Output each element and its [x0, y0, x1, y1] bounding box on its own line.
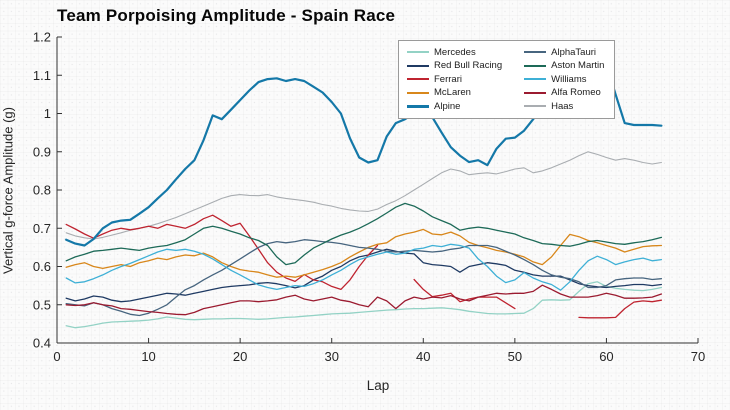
series-line-alfa-romeo — [65, 284, 663, 316]
x-tick-label: 50 — [508, 349, 522, 364]
x-axis-label: Lap — [366, 378, 390, 393]
legend-swatch-mclaren — [407, 91, 429, 94]
legend-item-mercedes: Mercedes — [407, 46, 502, 59]
legend-swatch-red-bull-racing — [407, 64, 429, 67]
legend-swatch-mercedes — [407, 51, 429, 54]
x-tick-label: 70 — [691, 349, 705, 364]
series-line-mclaren — [65, 228, 663, 278]
y-tick-label: 0.8 — [33, 183, 51, 198]
y-tick-label: 0.5 — [33, 297, 51, 312]
x-tick-label: 30 — [324, 349, 338, 364]
legend-swatch-alpine — [407, 105, 429, 108]
legend-item-alphatauri: AlphaTauri — [524, 46, 604, 59]
x-tick-label: 20 — [233, 349, 247, 364]
legend-label-ferrari: Ferrari — [434, 73, 462, 85]
legend-label-aston-martin: Aston Martin — [551, 60, 605, 71]
series-line-alphatauri — [65, 239, 663, 317]
y-tick-label: 0.4 — [33, 336, 51, 351]
y-tick-label: 0.7 — [33, 221, 51, 236]
legend-label-mclaren: McLaren — [434, 87, 471, 98]
y-tick-label: 1 — [44, 106, 51, 121]
legend-label-alphatauri: AlphaTauri — [551, 46, 597, 58]
series-line-haas — [65, 151, 662, 240]
series-layer — [65, 58, 663, 329]
y-tick-label: 1.1 — [33, 68, 51, 83]
series-line-williams — [65, 243, 663, 291]
axes-layer: 0 10 20 30 40 50 60 70 0.4 0.5 0.6 0.7 0.8 0.9 1 1.1 1.2 — [33, 30, 705, 365]
x-tick-label: 40 — [416, 349, 430, 364]
series-line-mercedes — [65, 281, 663, 329]
legend-item-aston-martin: Aston Martin — [524, 60, 604, 73]
x-tick-label: 10 — [141, 349, 155, 364]
legend-label-williams: Williams — [551, 73, 587, 85]
y-tick-label: 0.6 — [33, 259, 51, 274]
legend-item-williams: Williams — [524, 73, 604, 86]
x-tick-label: 0 — [53, 349, 60, 364]
y-tick-label: 1.2 — [33, 30, 51, 45]
legend-label-haas: Haas — [551, 100, 574, 112]
series-line-red-bull-racing — [65, 248, 663, 303]
legend-swatch-haas — [524, 105, 547, 108]
series-line-alpine — [65, 58, 663, 247]
legend-item-alpine: Alpine — [407, 100, 502, 113]
legend: Mercedes AlphaTauri Red Bull Racing Aston M… — [398, 40, 616, 119]
x-tick-label: 60 — [599, 349, 613, 364]
chart-title: Team Porpoising Amplitude - Spain Race — [57, 6, 396, 25]
series-line-ferrari — [65, 214, 663, 319]
legend-label-alfa-romeo: Alfa Romeo — [551, 87, 601, 98]
legend-swatch-alfa-romeo — [524, 91, 547, 94]
legend-swatch-williams — [524, 78, 547, 81]
y-tick-label: 0.9 — [33, 144, 51, 159]
legend-swatch-ferrari — [407, 78, 429, 81]
legend-swatch-aston-martin — [524, 64, 547, 67]
legend-label-alpine: Alpine — [434, 100, 461, 112]
legend-item-ferrari: Ferrari — [407, 73, 502, 86]
legend-label-mercedes: Mercedes — [434, 46, 476, 58]
legend-item-haas: Haas — [524, 100, 604, 113]
series-line-aston-martin — [65, 202, 663, 266]
legend-item-mclaren: McLaren — [407, 87, 502, 100]
legend-swatch-alphatauri — [524, 51, 547, 54]
legend-label-red-bull-racing: Red Bull Racing — [434, 60, 503, 71]
legend-item-alfa-romeo: Alfa Romeo — [524, 87, 604, 100]
legend-item-red-bull-racing: Red Bull Racing — [407, 60, 502, 73]
